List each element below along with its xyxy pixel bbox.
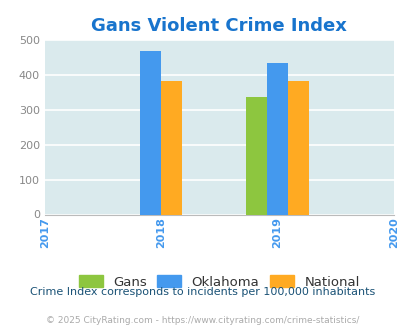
Bar — [287, 81, 308, 214]
Title: Gans Violent Crime Index: Gans Violent Crime Index — [91, 17, 346, 35]
Bar — [245, 97, 266, 214]
Text: © 2025 CityRating.com - https://www.cityrating.com/crime-statistics/: © 2025 CityRating.com - https://www.city… — [46, 315, 359, 325]
Bar — [266, 63, 287, 214]
Bar — [140, 51, 161, 214]
Legend: Gans, Oklahoma, National: Gans, Oklahoma, National — [73, 270, 364, 294]
Text: Crime Index corresponds to incidents per 100,000 inhabitants: Crime Index corresponds to incidents per… — [30, 287, 375, 297]
Bar — [161, 81, 181, 214]
